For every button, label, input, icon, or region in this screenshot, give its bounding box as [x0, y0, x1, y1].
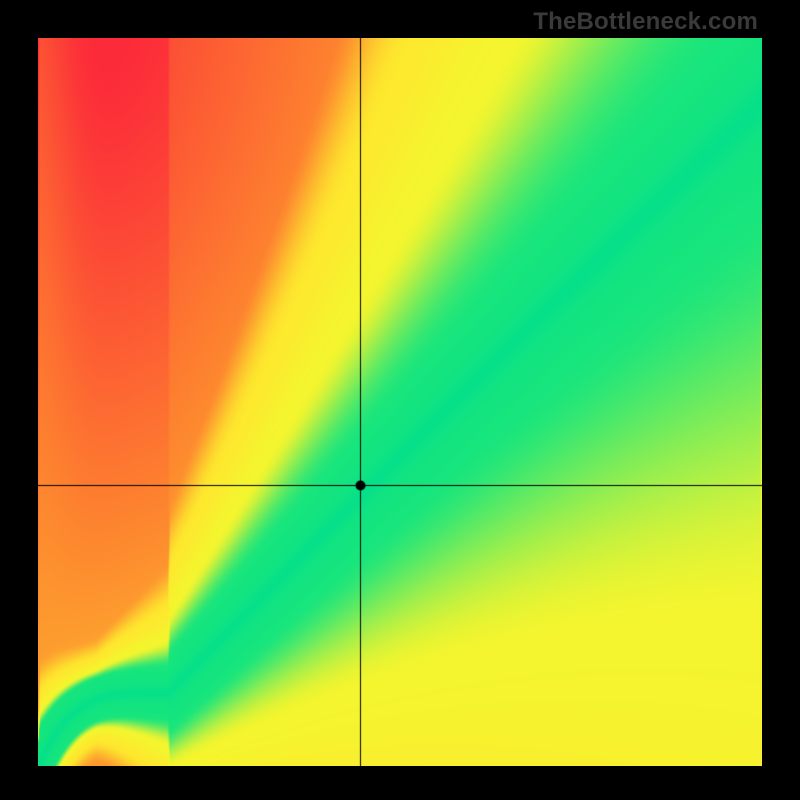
watermark-text: TheBottleneck.com — [533, 8, 758, 36]
bottleneck-heatmap — [38, 38, 762, 766]
